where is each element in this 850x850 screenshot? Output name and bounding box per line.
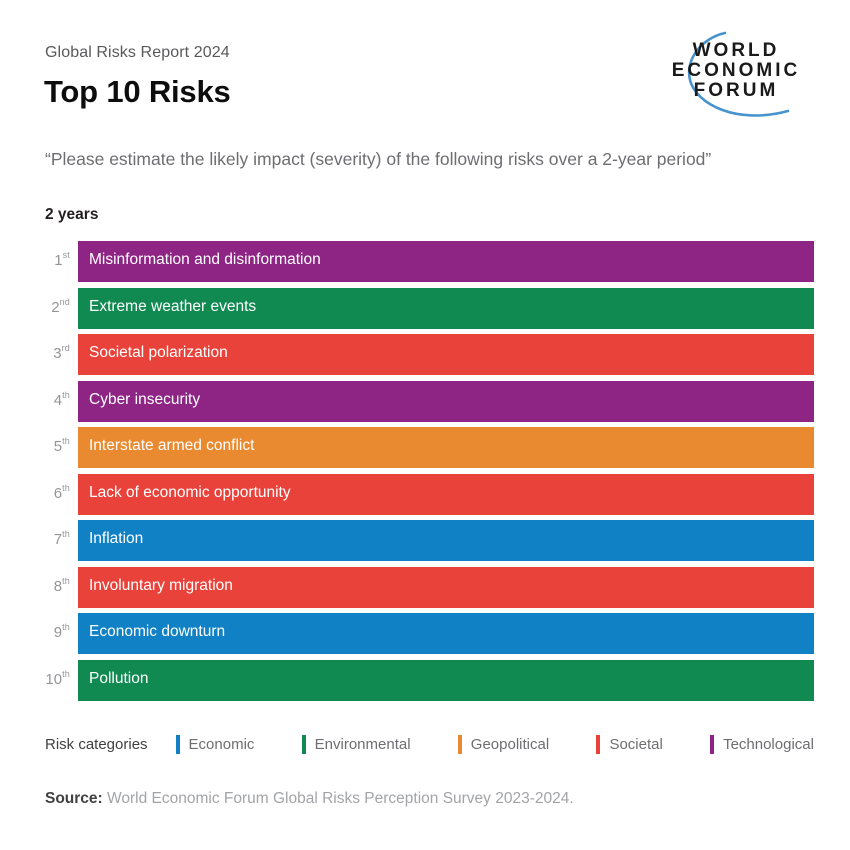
risk-bar-economic-downturn: Economic downturn: [78, 613, 814, 654]
wef-logo-text-forum: FORUM: [694, 80, 779, 101]
legend-item-label: Geopolitical: [470, 736, 550, 753]
risk-row: 5th Interstate armed conflict: [0, 427, 850, 468]
risk-bar-cyber-insecurity: Cyber insecurity: [78, 380, 814, 422]
survey-question-quote: “Please estimate the likely impact (seve…: [45, 149, 712, 169]
wef-logo: WORLD ECONOMIC FORUM: [652, 26, 818, 136]
wef-logo-text-economic: ECONOMIC: [672, 60, 801, 81]
wef-logo-graphic: WORLD ECONOMIC FORUM: [672, 31, 801, 117]
legend-items: Economic Environmental Geopolitical Soci…: [175, 735, 814, 754]
legend-item-geopolitical: Geopolitical: [457, 735, 550, 754]
legend-item-label: Technological: [723, 736, 814, 753]
source-text: World Economic Forum Global Risks Percep…: [102, 790, 574, 807]
risk-bar-lack-of-economic-opportunity: Lack of economic opportunity: [78, 473, 814, 515]
legend-item-label: Environmental: [314, 736, 411, 753]
risk-rank-label: 9th: [53, 622, 70, 641]
risk-rank-label: 1st: [54, 250, 70, 269]
risk-rank-label: 7th: [53, 529, 70, 548]
risk-bar-societal-polarization: Societal polarization: [78, 334, 814, 375]
risk-bar-extreme-weather-events: Extreme weather events: [78, 287, 814, 329]
risk-row: 9th Economic downturn: [0, 613, 850, 654]
risk-rank-label: 2nd: [51, 296, 70, 316]
legend-item-technological: Technological: [710, 735, 814, 754]
legend-item-societal: Societal: [596, 735, 663, 754]
legend-color-tick-icon: [710, 735, 715, 754]
risk-row: 10th Pollution: [0, 659, 850, 701]
risk-rank-label: 8th: [53, 575, 70, 595]
risk-row: 7th Inflation: [0, 520, 850, 561]
page-title: Top 10 Risks: [44, 74, 231, 109]
risk-row: 6th Lack of economic opportunity: [0, 473, 850, 515]
legend-color-tick-icon: [596, 735, 601, 754]
risk-bar-pollution: Pollution: [78, 659, 814, 701]
time-horizon-label: 2 years: [45, 206, 99, 223]
legend-item-label: Economic: [188, 736, 255, 753]
source-prefix: Source:: [45, 790, 103, 807]
legend-color-tick-icon: [457, 735, 462, 754]
risk-rank-label: 6th: [53, 482, 70, 502]
risk-bar-misinformation-and-disinformation: Misinformation and disinformation: [78, 241, 814, 282]
risk-rank-label: 10th: [45, 668, 70, 688]
risk-rank-label: 3rd: [53, 343, 70, 362]
legend-item-environmental: Environmental: [301, 735, 411, 754]
risk-bar-interstate-armed-conflict: Interstate armed conflict: [78, 427, 814, 468]
legend-color-tick-icon: [175, 735, 180, 754]
legend-title: Risk categories: [45, 736, 148, 753]
risk-rank-label: 5th: [53, 436, 70, 455]
risk-rank-label: 4th: [53, 389, 70, 409]
legend-item-label: Societal: [609, 736, 663, 753]
legend-item-economic: Economic: [175, 735, 255, 754]
risk-row: 2nd Extreme weather events: [0, 287, 850, 329]
risk-row: 3rd Societal polarization: [0, 334, 850, 375]
risk-bar-involuntary-migration: Involuntary migration: [78, 566, 814, 608]
risk-bar-inflation: Inflation: [78, 520, 814, 561]
risk-categories-legend: Risk categories Economic Environmental G…: [45, 735, 814, 754]
source-attribution: Source: World Economic Forum Global Risk…: [45, 790, 574, 808]
wef-logo-arc-icon: [687, 31, 790, 117]
wef-logo-text-world: WORLD: [693, 40, 780, 61]
legend-color-tick-icon: [301, 735, 306, 754]
risk-row: 8th Involuntary migration: [0, 566, 850, 608]
top-10-risks-chart: 1st Misinformation and disinformation 2n…: [0, 241, 850, 701]
risk-row: 1st Misinformation and disinformation: [0, 241, 850, 282]
report-name-label: Global Risks Report 2024: [45, 44, 230, 61]
risk-row: 4th Cyber insecurity: [0, 380, 850, 422]
